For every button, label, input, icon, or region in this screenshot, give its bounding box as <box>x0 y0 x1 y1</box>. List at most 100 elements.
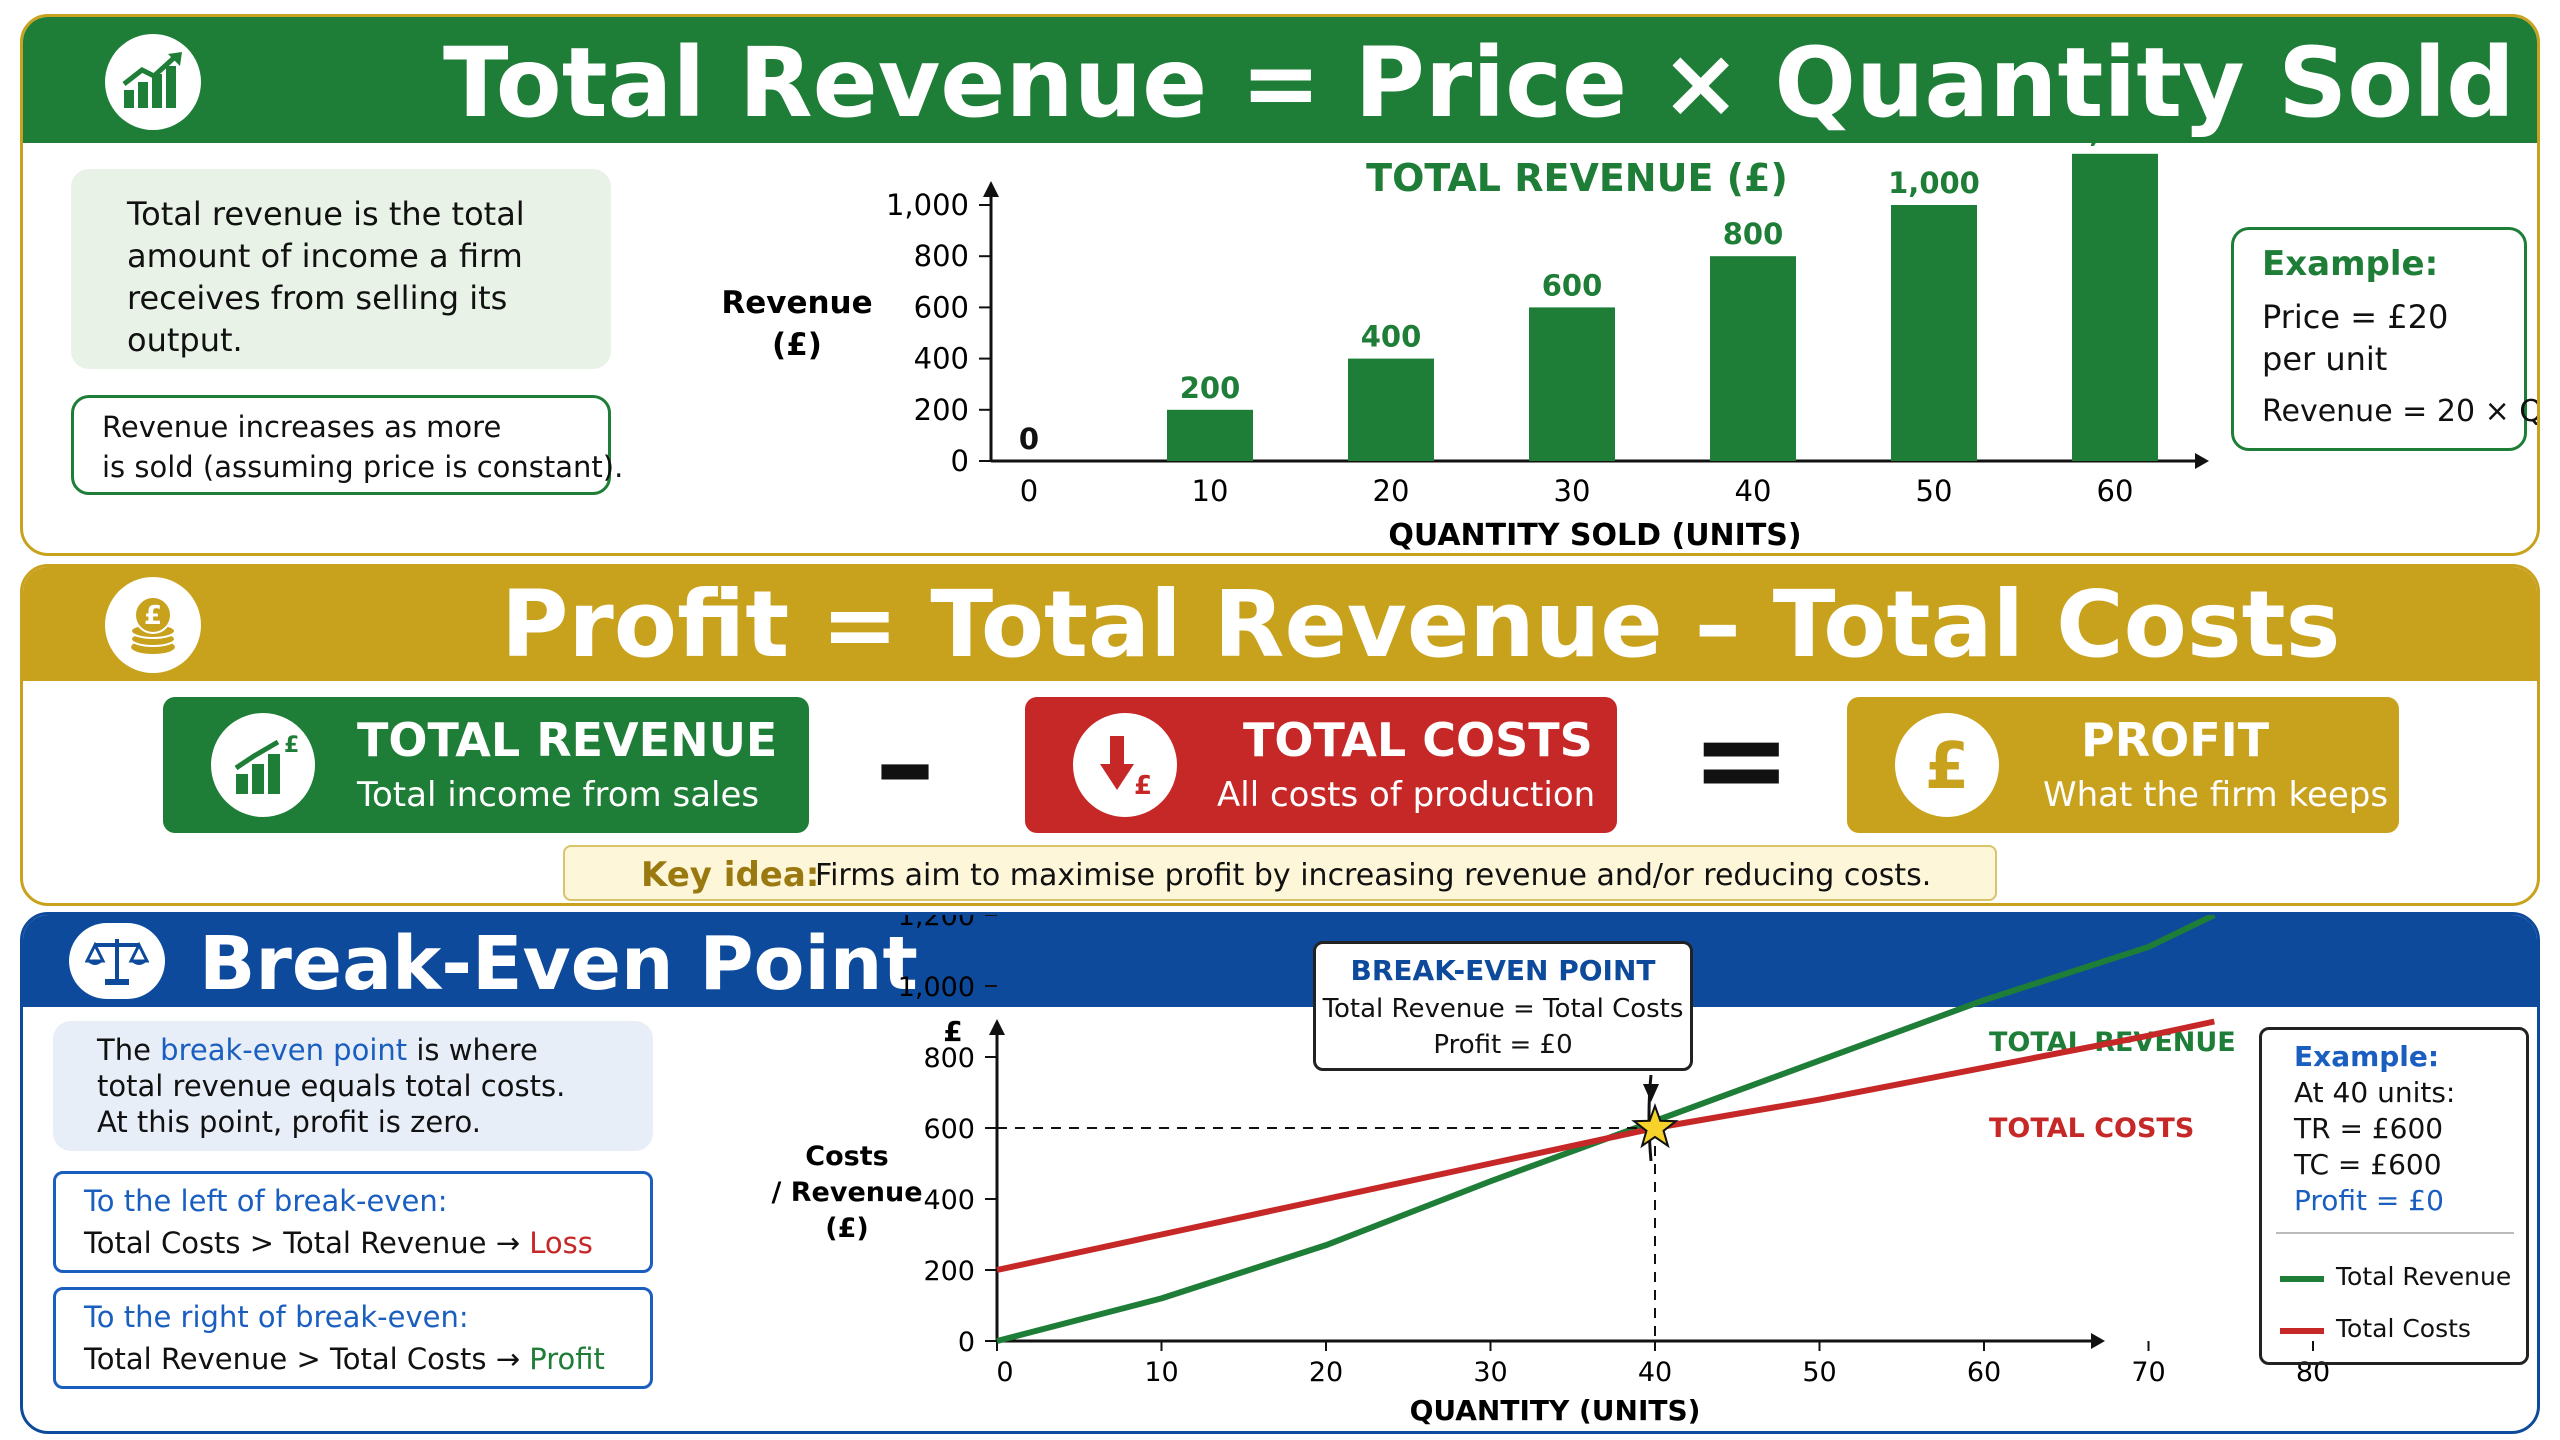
callout-title: BREAK-EVEN POINT <box>1350 954 1656 987</box>
revenue-bar <box>1891 205 1977 461</box>
x-tick-label: 10 <box>1144 1357 1178 1388</box>
example-line-1: At 40 units: <box>2294 1076 2456 1109</box>
legend-costs-label: Total Costs <box>2336 1314 2471 1343</box>
revenue-example-box: Example: Price = £20 per unit Revenue = … <box>2231 227 2537 451</box>
x-axis-label: QUANTITY SOLD (UNITS) <box>1388 518 1801 553</box>
profit-card-title: PROFIT <box>2081 713 2270 767</box>
example-heading: Example: <box>2262 244 2439 284</box>
definition-line-3: At this point, profit is zero. <box>97 1105 481 1139</box>
right-text: Total Revenue > Total Costs → Profit <box>84 1342 605 1376</box>
x-tick-label: 20 <box>1309 1357 1343 1388</box>
y-axis-label: Costs <box>805 1141 888 1172</box>
profit-header: £ Profit = Total Revenue – Total Costs <box>23 567 2537 681</box>
y-axis-label: Revenue <box>721 285 872 321</box>
bar-value-label: 400 <box>1361 320 1422 354</box>
total-revenue-card: £ TOTAL REVENUE Total income from sales <box>163 697 809 833</box>
y-tick-label: 600 <box>923 1114 975 1145</box>
y-tick-label: 400 <box>914 342 969 376</box>
revenue-definition-box: Total revenue is the total amount of inc… <box>71 169 611 369</box>
x-tick-label: 0 <box>996 1357 1013 1388</box>
total-costs-card: £ TOTAL COSTS All costs of production <box>1025 697 1617 833</box>
total-revenue-card-subtitle: Total income from sales <box>357 775 760 815</box>
break-even-title: Break-Even Point <box>199 921 918 1007</box>
x-tick-label: 60 <box>1967 1357 2001 1388</box>
example-line-2: TR = £600 <box>2294 1112 2444 1145</box>
x-axis-arrow <box>2091 1333 2105 1349</box>
x-axis-label: QUANTITY (UNITS) <box>1410 1394 1701 1427</box>
definition-line-1: The break-even point is where <box>97 1033 538 1067</box>
y-tick-label: 1,200 <box>898 915 975 932</box>
definition-line-2: total revenue equals total costs. <box>97 1069 566 1103</box>
profit-label: Profit <box>529 1342 605 1376</box>
break-even-star <box>1631 1103 1679 1149</box>
total-costs-card-title: TOTAL COSTS <box>1243 713 1593 767</box>
legend-revenue-swatch <box>2280 1276 2324 1282</box>
profit-card-subtitle: What the firm keeps <box>2043 775 2389 815</box>
key-idea-text: Firms aim to maximise profit by increasi… <box>815 858 1932 893</box>
y-tick-label: 1,000 <box>886 188 969 222</box>
bar-value-label: 200 <box>1180 371 1241 405</box>
revenue-bar <box>1348 358 1434 461</box>
left-of-break-even-box: To the left of break-even: Total Costs >… <box>53 1171 653 1273</box>
total-revenue-panel: Total Revenue = Price × Quantity Sold To… <box>20 14 2540 556</box>
y-tick-label: 800 <box>923 1043 975 1074</box>
definition-line-1: Total revenue is the total <box>127 195 525 233</box>
revenue-bar <box>1167 409 1253 461</box>
left-text: Total Costs > Total Revenue → Loss <box>84 1226 593 1260</box>
equals-sign: = <box>1691 691 1792 830</box>
profit-card: £ PROFIT What the firm keeps <box>1847 697 2399 833</box>
bar-value-label: 0 <box>1019 422 1039 456</box>
example-heading: Example: <box>2294 1040 2440 1073</box>
x-tick-label: 60 <box>2097 474 2134 508</box>
revenue-note-box: Revenue increases as more is sold (assum… <box>71 395 623 495</box>
profit-title: Profit = Total Revenue – Total Costs <box>501 571 2341 678</box>
total-costs-line-label: TOTAL COSTS <box>1989 1113 2194 1144</box>
svg-text:£: £ <box>284 733 298 758</box>
example-line-4: Profit = £0 <box>2294 1184 2444 1217</box>
note-line-1: Revenue increases as more <box>102 410 502 444</box>
svg-text:£: £ <box>1134 771 1152 800</box>
right-of-break-even-box: To the right of break-even: Total Revenu… <box>53 1287 653 1389</box>
y-axis-arrow <box>989 1019 1005 1035</box>
revenue-bar <box>1710 256 1796 461</box>
x-tick-label: 30 <box>1554 474 1591 508</box>
right-comparison: Total Revenue > Total Costs → <box>84 1342 530 1376</box>
profit-panel: £ Profit = Total Revenue – Total Costs £… <box>20 564 2540 906</box>
revenue-bar-chart: 0 200 400 600 800 1,000 0 0 200 10 400 20 600 30 800 40… <box>721 115 2209 553</box>
revenue-bar <box>2072 153 2158 462</box>
y-axis-label-unit: (£) <box>772 327 822 363</box>
x-tick-label: 20 <box>1373 474 1410 508</box>
chart-title: TOTAL REVENUE (£) <box>1366 156 1788 200</box>
right-heading: To the right of break-even: <box>84 1300 469 1334</box>
break-even-callout: BREAK-EVEN POINT Total Revenue = Total C… <box>1313 941 1693 1071</box>
example-line-2: per unit <box>2262 340 2388 378</box>
y-tick-label: 800 <box>914 239 969 273</box>
left-comparison: Total Costs > Total Revenue → <box>84 1226 530 1260</box>
coins-icon: £ <box>105 577 201 673</box>
y-axis-label: (£) <box>825 1213 868 1244</box>
y-axis-arrow <box>983 181 999 197</box>
definition-suffix: is where <box>407 1033 538 1067</box>
x-axis-arrow <box>2195 453 2209 469</box>
definition-line-3: receives from selling its <box>127 279 508 317</box>
x-tick-label: 40 <box>1735 474 1772 508</box>
callout-line-1: Total Revenue = Total Costs <box>1322 994 1684 1024</box>
break-even-example-box: Example: At 40 units: TR = £600 TC = £60… <box>2259 1027 2529 1365</box>
definition-line-2: amount of income a firm <box>127 237 523 275</box>
bar-value-label: 1,200 <box>2069 115 2161 149</box>
legend-costs-swatch <box>2280 1328 2324 1334</box>
total-revenue-title: Total Revenue = Price × Quantity Sold <box>443 27 2515 139</box>
note-line-2: is sold (assuming price is constant). <box>102 450 624 484</box>
y-tick-label: 400 <box>923 1185 975 1216</box>
key-idea-label: Key idea: <box>641 855 820 895</box>
bar-value-label: 600 <box>1542 268 1603 302</box>
break-even-panel: Break-Even Point The break-even point is… <box>20 912 2540 1434</box>
example-line-1: Price = £20 <box>2262 298 2449 336</box>
break-even-definition-box: The break-even point is where total reve… <box>53 1021 653 1151</box>
y-tick-label: 0 <box>951 444 969 478</box>
x-tick-label: 50 <box>1916 474 1953 508</box>
svg-text:£: £ <box>1925 730 1970 800</box>
y-tick-label: 1,000 <box>898 972 975 1003</box>
x-tick-label: 40 <box>1638 1357 1672 1388</box>
